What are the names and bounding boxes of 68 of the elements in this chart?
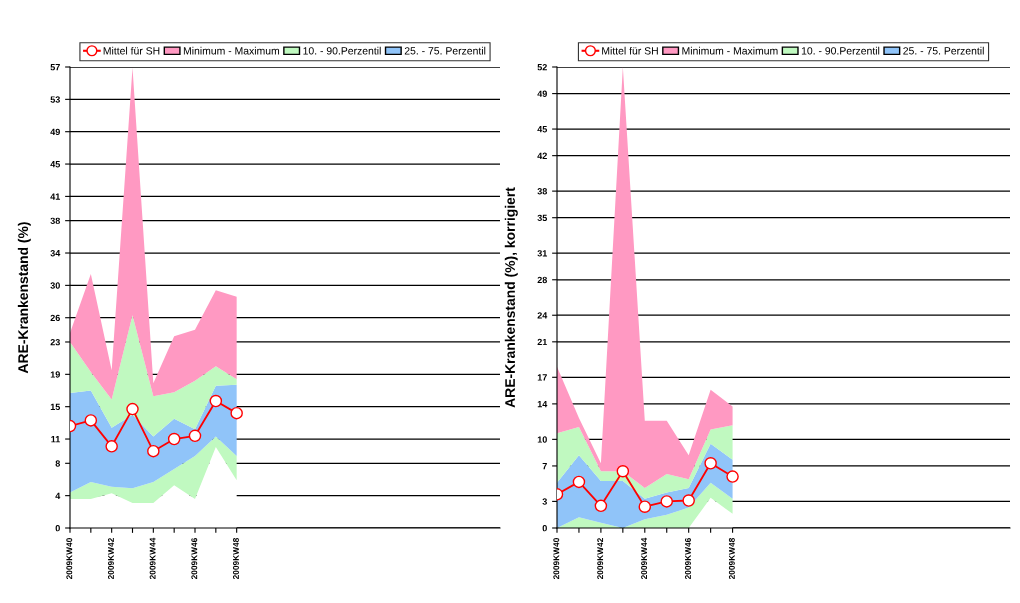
y-tick-label: 53	[50, 96, 60, 103]
x-tick-label: 2009KW48	[233, 537, 239, 580]
y-tick-label: 3	[542, 498, 547, 505]
x-tick-label: 2009KW44	[149, 537, 156, 580]
y-tick-label: 52	[537, 63, 547, 71]
y-tick-label: 49	[537, 90, 547, 97]
y-tick-label: 8	[55, 460, 60, 467]
x-tick-label: 2009KW44	[641, 537, 648, 580]
point	[616, 465, 630, 478]
x-tick-label: 2009KW40	[66, 538, 73, 580]
legend-label: Mittel für SH	[103, 46, 160, 55]
legend-label: Minimum - Maximum	[682, 46, 778, 55]
legend-label: 25. - 75. Perzentil	[903, 46, 984, 55]
y-tick-label: 24	[537, 312, 548, 319]
y-tick-label: 0	[55, 524, 60, 532]
legend-label: Minimum - Maximum	[183, 46, 280, 55]
y-tick-label: 38	[50, 217, 60, 225]
point	[638, 500, 652, 513]
point	[167, 432, 181, 446]
point	[84, 414, 98, 427]
y-tick-label: 19	[50, 371, 60, 378]
y-tick-label: 41	[50, 193, 61, 200]
point	[682, 494, 695, 507]
point	[105, 440, 118, 453]
legend-label: 10. - 90.Perzentil	[303, 46, 381, 55]
x-tick-label: 2009KW48	[728, 537, 735, 580]
y-tick-label: 45	[50, 161, 61, 168]
x-tick-label: 2009KW40	[553, 538, 560, 580]
y-tick-label: 21	[537, 338, 548, 346]
y-tick-label: 45	[537, 126, 548, 133]
point	[660, 495, 673, 508]
y-tick-label: 34	[50, 249, 61, 257]
y-tick-label: 31	[537, 250, 548, 257]
y-tick-label: 11	[51, 436, 61, 443]
point	[188, 429, 202, 443]
point	[126, 402, 139, 416]
legend-label: Mittel für SH	[602, 46, 658, 55]
point	[572, 475, 586, 489]
y-tick-label: 0	[542, 524, 547, 532]
y-tick-label: 38	[537, 188, 547, 195]
point	[230, 406, 243, 420]
point	[594, 499, 608, 513]
point	[704, 457, 717, 470]
y-tick-label: 4	[55, 492, 61, 499]
y-axis-title: ARE-Krankenstand (%), korrigiert	[504, 187, 518, 408]
y-tick-label: 49	[50, 128, 60, 136]
y-tick-label: 14	[537, 400, 548, 408]
y-tick-label: 10	[537, 436, 547, 443]
y-tick-label: 17	[537, 374, 547, 381]
legend-label: 25. - 75. Perzentil	[404, 46, 486, 55]
y-tick-label: 15	[50, 403, 61, 411]
y-tick-label: 42	[537, 152, 547, 159]
x-tick-label: 2009KW42	[597, 538, 604, 580]
point	[147, 444, 160, 458]
point	[726, 470, 739, 483]
y-tick-label: 57	[50, 64, 60, 71]
y-axis-title: ARE-Krankenstand (%)	[17, 222, 31, 374]
x-tick-label: 2009KW46	[191, 538, 198, 580]
y-tick-label: 30	[50, 282, 60, 289]
y-tick-label: 28	[537, 276, 547, 284]
x-tick-label: 2009KW46	[685, 538, 691, 580]
legend-label: 10. - 90.Perzentil	[801, 46, 880, 55]
point	[209, 394, 223, 408]
y-tick-label: 26	[50, 314, 60, 322]
x-tick-label: 2009KW42	[108, 538, 114, 580]
y-tick-label: 35	[537, 214, 548, 222]
y-tick-label: 7	[542, 463, 547, 470]
y-tick-label: 23	[50, 338, 60, 346]
